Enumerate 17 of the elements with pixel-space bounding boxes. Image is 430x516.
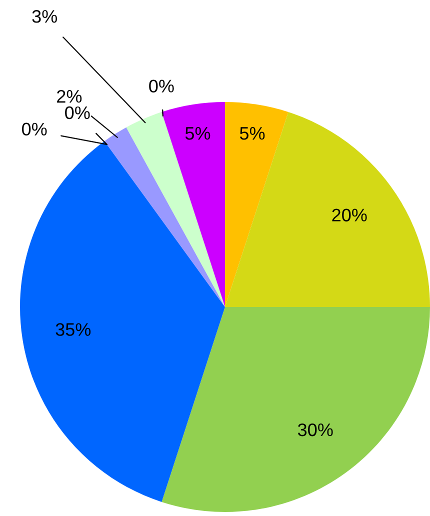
- data-label: 30%: [298, 423, 333, 436]
- data-label: 3%: [32, 10, 58, 23]
- data-label: 20%: [332, 208, 367, 222]
- pie-slice: [225, 112, 430, 307]
- pie-slice: [162, 102, 225, 307]
- data-label: 5%: [240, 127, 265, 140]
- data-label: 35%: [56, 323, 91, 336]
- pie-slice: [225, 102, 288, 307]
- pie-slice: [104, 127, 225, 307]
- pie-slice: [126, 112, 225, 307]
- pie-slice: [162, 307, 430, 512]
- pie-slice: [20, 141, 225, 502]
- data-label: 5%: [185, 127, 210, 140]
- text: 0%: [65, 106, 90, 120]
- text: 0%: [149, 80, 174, 92]
- text: 0%: [22, 122, 47, 136]
- data-label: 2%: [57, 90, 82, 103]
